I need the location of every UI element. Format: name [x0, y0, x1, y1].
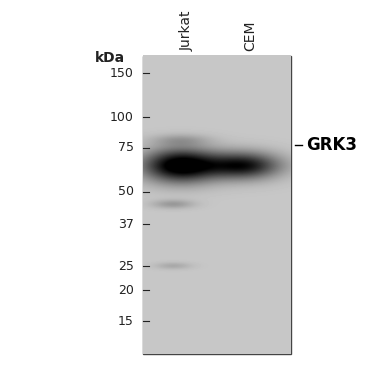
Text: Jurkat: Jurkat	[180, 10, 194, 51]
Bar	[143, 56, 291, 354]
Text: 20: 20	[118, 284, 134, 297]
Text: kDa: kDa	[95, 51, 125, 65]
Text: 15: 15	[118, 315, 134, 328]
Text: 25: 25	[118, 260, 134, 273]
Text: 100: 100	[110, 111, 134, 123]
Text: 150: 150	[110, 67, 134, 80]
Text: CEM: CEM	[243, 20, 257, 51]
Text: 50: 50	[118, 185, 134, 198]
Text: GRK3: GRK3	[306, 136, 357, 154]
Text: 75: 75	[118, 141, 134, 154]
Text: 37: 37	[118, 217, 134, 231]
